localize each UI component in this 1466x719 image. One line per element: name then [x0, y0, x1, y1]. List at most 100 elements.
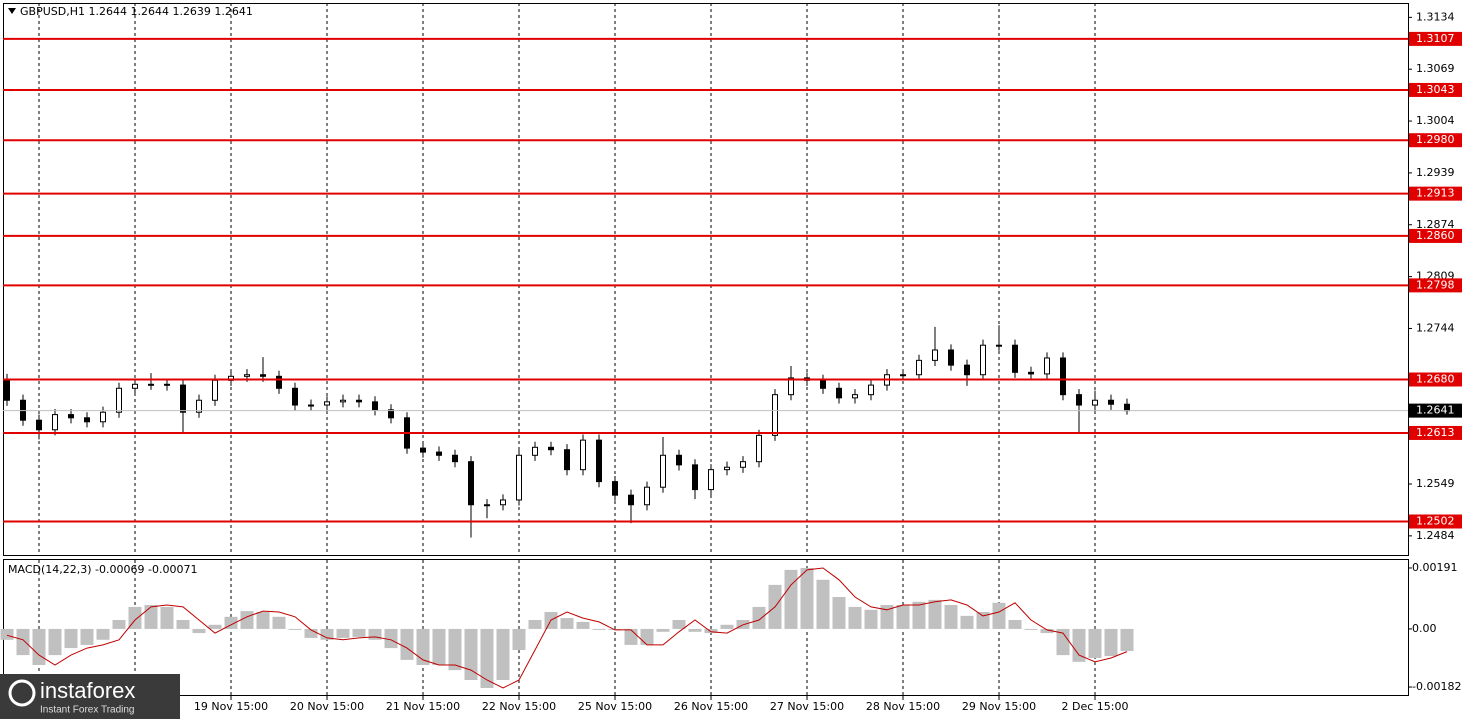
- macd-bar: [672, 620, 686, 629]
- macd-bar: [64, 628, 78, 649]
- candle-body: [132, 383, 138, 389]
- x-tick-label: 20 Nov 15:00: [290, 700, 364, 713]
- macd-bar: [528, 620, 542, 629]
- macd-bar: [448, 628, 462, 671]
- candle-body: [356, 399, 362, 403]
- macd-bar: [464, 628, 478, 680]
- candle-body: [1060, 357, 1066, 396]
- candle-body: [436, 451, 442, 456]
- macd-bar: [384, 628, 398, 649]
- candle-body: [740, 461, 746, 468]
- macd-bar: [960, 615, 974, 629]
- y-tick-label: -0.00182: [1412, 680, 1461, 693]
- candle-body: [100, 411, 106, 423]
- level-label: 1.3043: [1416, 83, 1455, 96]
- candle-body: [1108, 399, 1114, 405]
- candle-body: [340, 399, 346, 403]
- candle-body: [1076, 394, 1082, 406]
- candle-body: [260, 374, 266, 377]
- y-tick-label: 1.3069: [1416, 62, 1455, 75]
- candle-body: [596, 439, 602, 483]
- candle-body: [4, 379, 10, 401]
- macd-bar: [1040, 628, 1054, 634]
- candle-body: [420, 447, 426, 453]
- macd-bar: [272, 616, 286, 629]
- x-tick-label: 29 Nov 15:00: [962, 700, 1036, 713]
- level-label: 1.3107: [1416, 32, 1455, 45]
- level-box: [1409, 82, 1462, 97]
- x-tick-label: 26 Nov 15:00: [674, 700, 748, 713]
- level-label: 1.2913: [1416, 187, 1455, 200]
- candle-body: [68, 414, 74, 419]
- macd-bar: [1120, 628, 1134, 651]
- logo: instaforex Instant Forex Trading: [0, 674, 180, 719]
- macd-bar: [96, 628, 110, 640]
- macd-bar: [160, 606, 174, 629]
- level-box: [1409, 425, 1462, 440]
- macd-bar: [1104, 628, 1118, 657]
- candle-body: [644, 486, 650, 506]
- candle-body: [708, 469, 714, 491]
- macd-bar: [848, 606, 862, 629]
- macd-bar: [1008, 620, 1022, 629]
- candle-body: [692, 464, 698, 491]
- candle-body: [484, 504, 490, 507]
- level-label: 1.2680: [1416, 373, 1455, 386]
- candle-body: [788, 377, 794, 396]
- candle-body: [468, 461, 474, 506]
- candle-body: [900, 374, 906, 377]
- macd-bar: [928, 599, 942, 629]
- macd-bar: [704, 628, 718, 634]
- candle-body: [964, 364, 970, 376]
- candle-body: [1044, 357, 1050, 375]
- x-tick-label: 27 Nov 15:00: [770, 700, 844, 713]
- price-panel-frame: [3, 3, 1409, 556]
- macd-bar: [1088, 628, 1102, 658]
- macd-bar: [192, 628, 206, 634]
- x-tick-label: 19 Nov 15:00: [194, 700, 268, 713]
- macd-bar: [208, 624, 222, 629]
- macd-bar: [432, 628, 446, 665]
- level-label: 1.2798: [1416, 278, 1455, 291]
- x-tick-label: 2 Dec 15:00: [1062, 700, 1129, 713]
- macd-bar: [720, 624, 734, 629]
- level-box: [1409, 372, 1462, 387]
- level-box: [1409, 31, 1462, 46]
- candle-body: [276, 375, 282, 389]
- macd-bar: [1056, 628, 1070, 656]
- macd-bar: [800, 567, 814, 629]
- macd-bar: [304, 628, 318, 638]
- candle-body: [756, 434, 762, 463]
- macd-bar: [1072, 628, 1086, 662]
- candle-body: [308, 404, 314, 407]
- macd-bar: [256, 612, 270, 629]
- macd-bar: [832, 597, 846, 629]
- macd-bar: [416, 628, 430, 665]
- level-label: 1.2980: [1416, 133, 1455, 146]
- x-tick-label: 25 Nov 15:00: [578, 700, 652, 713]
- candle-body: [564, 449, 570, 471]
- x-tick-label: 28 Nov 15:00: [866, 700, 940, 713]
- collapse-arrow[interactable]: [8, 8, 16, 14]
- candle-body: [212, 379, 218, 401]
- macd-bar: [624, 628, 638, 645]
- y-tick-label: 1.2874: [1416, 218, 1455, 231]
- logo-name: instaforex: [40, 678, 135, 703]
- level-label: 1.2502: [1416, 514, 1455, 527]
- macd-bar: [896, 605, 910, 629]
- candle-body: [724, 466, 730, 471]
- macd-bar: [640, 628, 654, 645]
- candle-body: [84, 417, 90, 423]
- logo-background: [0, 674, 180, 719]
- candle-body: [580, 439, 586, 471]
- candle-body: [1092, 399, 1098, 406]
- macd-bar: [592, 628, 606, 630]
- candle-body: [852, 394, 858, 399]
- macd-bar: [368, 628, 382, 640]
- y-tick-label: 1.2484: [1416, 529, 1455, 542]
- macd-bar: [1024, 628, 1038, 630]
- candle-body: [324, 401, 330, 406]
- signal-line: [6, 567, 1128, 689]
- candle-body: [772, 394, 778, 436]
